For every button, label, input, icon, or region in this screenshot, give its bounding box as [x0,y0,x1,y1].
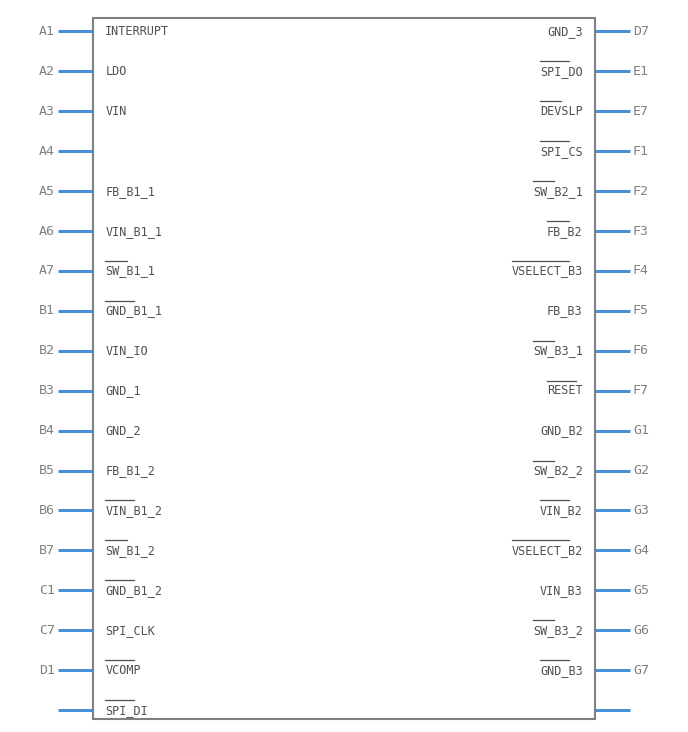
Text: G3: G3 [633,504,649,517]
Text: C1: C1 [39,584,55,597]
Text: GND_B2: GND_B2 [540,424,583,437]
Text: VIN_B1_2: VIN_B1_2 [105,504,162,517]
Text: A3: A3 [39,105,55,118]
Text: DEVSLP: DEVSLP [540,105,583,118]
Text: F3: F3 [633,225,649,238]
Text: B7: B7 [39,544,55,557]
Text: A6: A6 [39,225,55,238]
Text: A1: A1 [39,25,55,38]
Text: SW_B2_2: SW_B2_2 [533,464,583,477]
Text: INTERRUPT: INTERRUPT [105,25,169,38]
Text: VIN_B2: VIN_B2 [540,504,583,517]
Text: B4: B4 [39,424,55,437]
Text: G6: G6 [633,624,649,637]
Text: B5: B5 [39,464,55,477]
Text: GND_2: GND_2 [105,424,141,437]
Text: B6: B6 [39,504,55,517]
Text: G2: G2 [633,464,649,477]
Text: SW_B1_2: SW_B1_2 [105,544,155,557]
Text: E7: E7 [633,105,649,118]
Text: VIN_IO: VIN_IO [105,344,148,357]
Text: LDO: LDO [105,65,127,78]
Text: SW_B3_1: SW_B3_1 [533,344,583,357]
Text: G5: G5 [633,584,649,597]
Text: A7: A7 [39,264,55,277]
Text: F2: F2 [633,184,649,198]
Text: VIN_B1_1: VIN_B1_1 [105,225,162,238]
Text: C7: C7 [39,624,55,637]
Text: E1: E1 [633,65,649,78]
Text: FB_B3: FB_B3 [547,305,583,318]
Text: F4: F4 [633,264,649,277]
Text: SPI_CS: SPI_CS [540,145,583,157]
Text: SW_B3_2: SW_B3_2 [533,624,583,637]
Text: VCOMP: VCOMP [105,664,141,676]
Text: FB_B1_1: FB_B1_1 [105,184,155,198]
Text: VSELECT_B2: VSELECT_B2 [511,544,583,557]
Text: FB_B1_2: FB_B1_2 [105,464,155,477]
Text: SPI_CLK: SPI_CLK [105,624,155,637]
Text: G4: G4 [633,544,649,557]
Text: SPI_DO: SPI_DO [540,65,583,78]
Text: GND_1: GND_1 [105,384,141,397]
Text: VIN: VIN [105,105,127,118]
Text: F7: F7 [633,384,649,397]
Bar [93,18,595,719]
Text: B2: B2 [39,344,55,357]
Text: D7: D7 [633,25,649,38]
Text: G1: G1 [633,424,649,437]
Text: G7: G7 [633,664,649,676]
Text: SW_B1_1: SW_B1_1 [105,264,155,277]
Text: F6: F6 [633,344,649,357]
Text: GND_3: GND_3 [547,25,583,38]
Text: A5: A5 [39,184,55,198]
Text: VSELECT_B3: VSELECT_B3 [511,264,583,277]
Text: VIN_B3: VIN_B3 [540,584,583,597]
Text: F5: F5 [633,305,649,318]
Text: SW_B2_1: SW_B2_1 [533,184,583,198]
Text: GND_B1_1: GND_B1_1 [105,305,162,318]
Text: B3: B3 [39,384,55,397]
Text: A2: A2 [39,65,55,78]
Text: B1: B1 [39,305,55,318]
Text: GND_B1_2: GND_B1_2 [105,584,162,597]
Text: SPI_DI: SPI_DI [105,703,148,717]
Text: RESET: RESET [547,384,583,397]
Text: GND_B3: GND_B3 [540,664,583,676]
Text: D1: D1 [39,664,55,676]
Text: FB_B2: FB_B2 [547,225,583,238]
Text: F1: F1 [633,145,649,157]
Text: A4: A4 [39,145,55,157]
